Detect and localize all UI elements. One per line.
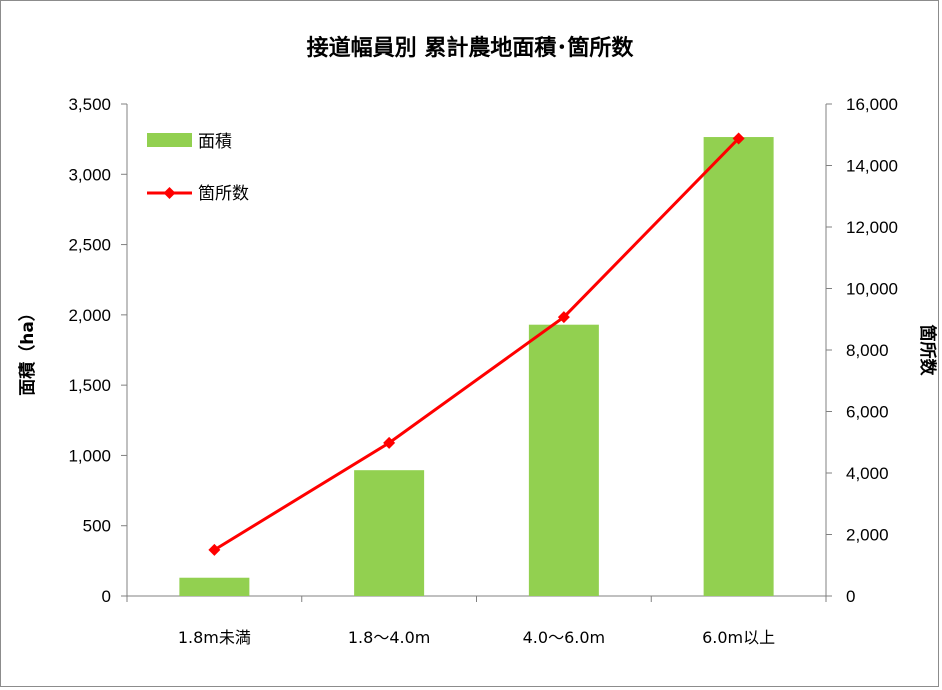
left-tick-label: 3,500	[68, 95, 111, 114]
line-point	[383, 436, 396, 449]
legend-label-line: 箇所数	[198, 184, 249, 204]
bar	[354, 470, 425, 596]
right-tick-label: 0	[846, 587, 855, 606]
x-category-label: 1.8m未満	[178, 628, 251, 647]
left-tick-label: 3,000	[68, 165, 111, 184]
left-tick-label: 2,000	[68, 306, 111, 325]
right-tick-label: 2,000	[846, 526, 889, 545]
right-tick-label: 6,000	[846, 403, 889, 422]
right-axis-title: 箇所数	[917, 325, 938, 377]
left-tick-label: 0	[102, 587, 111, 606]
bars-group	[179, 137, 774, 596]
left-axis-title: 面積（ha）	[17, 304, 38, 396]
x-category-label: 1.8～4.0m	[348, 628, 430, 647]
line-point	[557, 311, 570, 324]
right-tick-label: 8,000	[846, 341, 889, 360]
line-point	[208, 543, 221, 556]
right-tick-label: 16,000	[846, 95, 898, 114]
axes-group: 0 500 1,000 1,500 2,000 2,500 3,000 3,500 0 2,000…	[17, 95, 938, 647]
bar	[528, 324, 599, 596]
series-line	[213, 137, 740, 552]
left-tick-label: 500	[83, 517, 111, 536]
right-tick-label: 14,000	[846, 157, 898, 176]
right-tick-label: 12,000	[846, 218, 898, 237]
line-group	[208, 132, 745, 556]
line-point	[732, 132, 745, 145]
left-tick-label: 1,500	[68, 376, 111, 395]
left-tick-label: 1,000	[68, 446, 111, 465]
right-tick-label: 4,000	[846, 464, 889, 483]
x-category-label: 6.0m以上	[702, 628, 775, 647]
bar	[703, 137, 774, 596]
left-tick-label: 2,500	[68, 236, 111, 255]
legend-swatch-marker	[163, 187, 176, 199]
bar	[179, 577, 250, 596]
legend-swatch-bar	[147, 133, 192, 147]
right-tick-label: 10,000	[846, 280, 898, 299]
chart-title: 接道幅員別 累計農地面積･箇所数	[307, 35, 635, 61]
legend-label-bar: 面積	[198, 132, 232, 152]
x-category-label: 4.0～6.0m	[523, 628, 605, 647]
